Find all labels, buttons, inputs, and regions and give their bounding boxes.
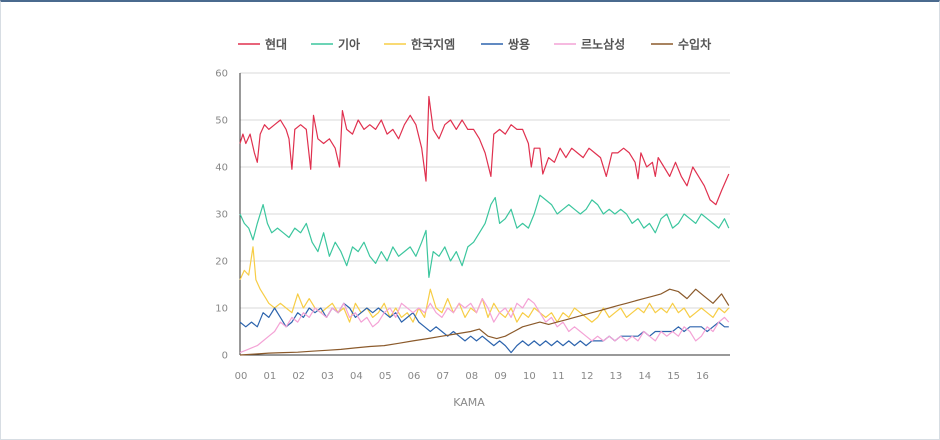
x-tick-label: 15 xyxy=(667,371,680,382)
series-line-1 xyxy=(239,194,730,278)
y-tick-label: 40 xyxy=(215,163,228,174)
x-tick-label: 05 xyxy=(379,371,392,382)
x-tick-label: 02 xyxy=(292,371,305,382)
x-tick-label: 10 xyxy=(523,371,536,382)
legend: 현대 기아 한국지엠 쌍용 르노삼성 수입차 xyxy=(238,37,711,52)
legend-label-5: 수입차 xyxy=(678,37,711,52)
grid-layer xyxy=(240,72,730,309)
x-tick-label: 07 xyxy=(437,371,450,382)
x-tick-label: 13 xyxy=(610,371,623,382)
series-layer xyxy=(239,95,730,356)
y-tick-label: 20 xyxy=(215,257,228,268)
source-label: KAMA xyxy=(453,396,485,409)
y-tick-label: 10 xyxy=(215,304,228,315)
legend-label-0: 현대 xyxy=(265,37,287,52)
y-tick-label: 50 xyxy=(215,116,228,127)
axis-layer: 0 10 20 30 40 50 60 00 01 02 03 04 05 06 07 08 09 10 11 12 1… xyxy=(215,69,730,382)
x-tick-label: 04 xyxy=(350,371,363,382)
x-tick-label: 09 xyxy=(494,371,507,382)
legend-label-3: 쌍용 xyxy=(508,37,530,52)
legend-label-4: 르노삼성 xyxy=(581,37,625,52)
legend-label-2: 한국지엠 xyxy=(411,37,455,52)
series-line-0 xyxy=(239,95,730,206)
x-tick-label: 16 xyxy=(696,371,709,382)
x-tick-label: 14 xyxy=(638,371,651,382)
y-tick-label: 30 xyxy=(215,210,228,221)
x-tick-label: 11 xyxy=(552,371,565,382)
legend-label-1: 기아 xyxy=(338,37,360,52)
y-tick-label: 0 xyxy=(222,351,228,362)
x-tick-label: 01 xyxy=(263,371,276,382)
x-tick-label: 12 xyxy=(581,371,594,382)
x-tick-label: 08 xyxy=(465,371,478,382)
x-tick-label: 03 xyxy=(321,371,334,382)
y-tick-label: 60 xyxy=(215,69,228,80)
series-line-5 xyxy=(239,288,730,356)
x-tick-label: 06 xyxy=(408,371,421,382)
x-tick-label: 00 xyxy=(235,371,248,382)
series-line-4 xyxy=(239,298,730,354)
